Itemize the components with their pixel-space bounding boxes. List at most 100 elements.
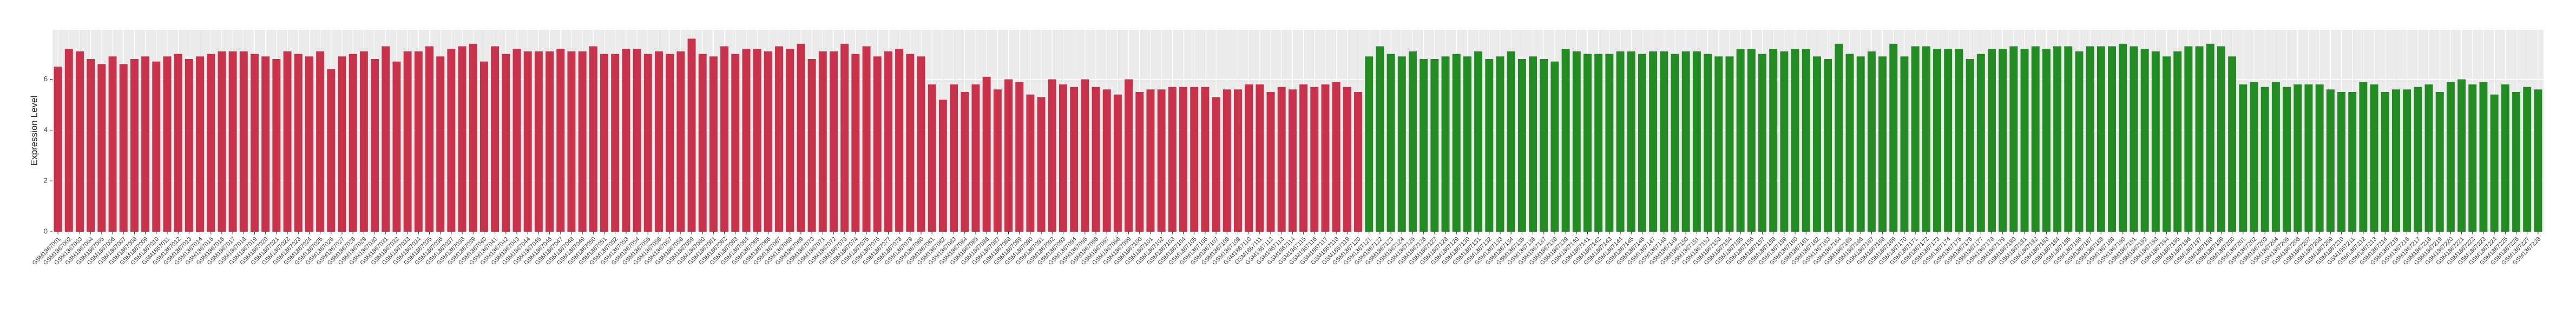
bar: [1561, 49, 1570, 232]
bar: [851, 54, 860, 232]
bar: [1999, 49, 2007, 232]
bar: [1266, 91, 1275, 232]
bar: [87, 58, 95, 232]
bar: [163, 56, 172, 232]
bar: [622, 49, 630, 232]
bar: [2053, 46, 2062, 232]
bar: [1321, 84, 1330, 232]
bar: [1550, 61, 1559, 232]
bar: [371, 58, 379, 232]
y-axis-title: Expression Level: [29, 96, 39, 166]
bar: [1889, 43, 1898, 232]
bar: [884, 51, 892, 232]
bar: [218, 51, 226, 232]
bar: [1420, 58, 1428, 232]
bar: [76, 51, 84, 232]
bar: [1856, 56, 1865, 232]
bar: [1125, 79, 1133, 232]
bar: [2283, 87, 2291, 232]
bar: [1288, 89, 1297, 232]
bar: [2151, 51, 2160, 232]
bar: [600, 54, 608, 232]
bar: [666, 54, 674, 232]
bar: [1944, 49, 1953, 232]
bar: [1507, 51, 1515, 232]
bar: [1463, 56, 1471, 232]
bar: [491, 46, 500, 232]
y-tick-label: 6: [44, 75, 48, 83]
bar: [207, 54, 215, 232]
bar: [1212, 97, 1220, 232]
bar: [523, 51, 532, 232]
bar: [643, 54, 652, 232]
bar: [1102, 89, 1111, 232]
bar: [753, 49, 761, 232]
bar: [228, 51, 237, 232]
bar: [2523, 87, 2532, 232]
bar: [272, 58, 281, 232]
bar: [578, 51, 587, 232]
bar: [1026, 94, 1035, 232]
bar: [556, 49, 565, 232]
bar: [447, 49, 456, 232]
bar: [283, 51, 292, 232]
bar: [2119, 43, 2127, 232]
bar: [327, 69, 336, 232]
bar: [982, 76, 991, 232]
bar: [1343, 87, 1351, 232]
bar: [2446, 82, 2455, 232]
bar: [1835, 43, 1843, 232]
bar: [873, 56, 882, 232]
bar: [2195, 46, 2204, 232]
bar: [2097, 46, 2105, 232]
bar: [928, 84, 936, 232]
bar: [2031, 46, 2040, 232]
bar: [1681, 51, 1690, 232]
bar: [971, 84, 980, 232]
bar: [458, 46, 466, 232]
bar: [2370, 84, 2378, 232]
bar: [2315, 84, 2324, 232]
y-tick-label: 4: [44, 126, 48, 134]
bar: [1758, 54, 1766, 232]
bar: [2130, 46, 2138, 232]
bar: [1223, 89, 1231, 232]
bar: [1397, 56, 1406, 232]
bar: [1256, 84, 1264, 232]
bar: [546, 51, 554, 232]
bar: [316, 51, 325, 232]
bar: [742, 49, 751, 232]
bar: [1485, 58, 1494, 232]
bar: [1146, 89, 1155, 232]
bar: [1824, 58, 1832, 232]
bar: [2140, 49, 2149, 232]
bar: [1179, 87, 1187, 232]
bar: [130, 58, 139, 232]
bar: [1878, 56, 1887, 232]
bar: [993, 89, 1002, 232]
bar: [251, 54, 259, 232]
bar: [1310, 87, 1319, 232]
bar: [1441, 56, 1450, 232]
bar: [2359, 82, 2368, 232]
bar: [1922, 46, 1930, 232]
bar: [2337, 91, 2345, 232]
bar: [1955, 49, 1963, 232]
bar: [1529, 56, 1537, 232]
bar: [2020, 49, 2029, 232]
bar: [1496, 56, 1504, 232]
bar: [1802, 49, 1810, 232]
bar: [502, 54, 510, 232]
bar: [1070, 87, 1079, 232]
bar: [1135, 91, 1144, 232]
bar: [108, 56, 117, 232]
bar: [2534, 89, 2542, 232]
bar: [2414, 87, 2422, 232]
bar: [2435, 91, 2444, 232]
bar: [141, 56, 150, 232]
bar: [1332, 82, 1340, 232]
bar: [1692, 51, 1701, 232]
bar: [2217, 46, 2225, 232]
bar: [2457, 79, 2466, 232]
